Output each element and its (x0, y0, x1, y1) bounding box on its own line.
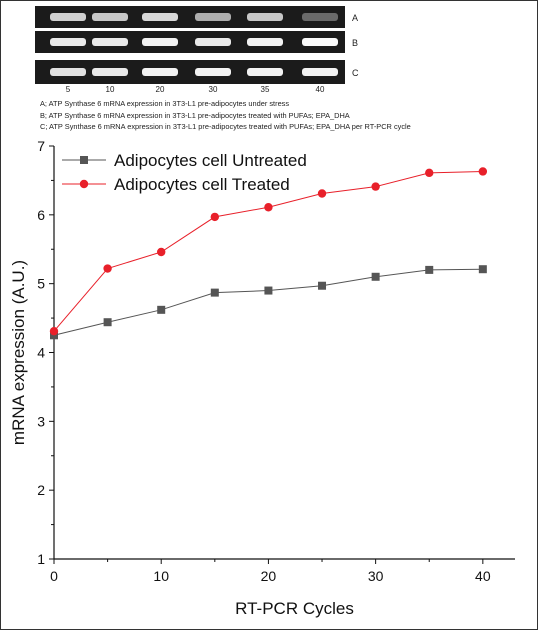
gel-band (50, 68, 86, 76)
gel-band (195, 68, 231, 76)
gel-row-label: C (352, 68, 359, 78)
data-point (157, 247, 166, 257)
gel-row-label: A (352, 13, 358, 23)
data-point (49, 326, 59, 336)
gel-band (50, 38, 86, 46)
series-line-0 (53, 268, 483, 336)
gel-band (92, 68, 128, 76)
data-point (264, 286, 273, 295)
gel-row-a (35, 6, 345, 28)
gel-row-c (35, 60, 345, 84)
gel-lane-label: 10 (106, 85, 115, 94)
x-tick-label: 20 (261, 568, 277, 584)
y-tick-label: 5 (37, 276, 45, 292)
data-point (210, 288, 219, 297)
gel-band (195, 13, 231, 21)
gel-band (195, 38, 231, 46)
data-point (425, 265, 434, 274)
data-point (210, 212, 220, 222)
gel-band (247, 68, 283, 76)
gel-lane-label: 20 (156, 85, 165, 94)
legend-label: Adipocytes cell Treated (114, 175, 290, 194)
data-point (157, 305, 166, 314)
data-point (317, 189, 327, 198)
gel-band (247, 38, 283, 46)
gel-band (302, 38, 338, 46)
gel-band (142, 13, 178, 21)
y-tick-label: 1 (37, 551, 45, 567)
gel-band (302, 13, 338, 21)
x-tick-label: 30 (368, 568, 384, 584)
data-point (478, 167, 488, 176)
legend-label: Adipocytes cell Untreated (114, 151, 307, 170)
data-point (103, 318, 112, 327)
gel-band (247, 13, 283, 21)
gel-image: A B C 5 10 20 30 35 40 (35, 6, 359, 94)
gel-band (50, 13, 86, 21)
y-tick-label: 2 (37, 482, 45, 498)
gel-band (302, 68, 338, 76)
gel-row-label: B (352, 38, 358, 48)
series-line-1 (53, 170, 483, 332)
gel-caption-c: C; ATP Synthase 6 mRNA expression in 3T3… (40, 122, 411, 131)
x-tick-label: 0 (50, 568, 58, 584)
gel-caption-a: A; ATP Synthase 6 mRNA expression in 3T3… (40, 99, 290, 108)
gel-band (92, 13, 128, 21)
data-point (103, 264, 112, 273)
x-tick-label: 40 (475, 568, 491, 584)
data-point (371, 272, 380, 281)
gel-lane-label: 30 (209, 85, 218, 94)
data-point (371, 182, 380, 191)
gel-band (142, 68, 178, 76)
y-tick-label: 3 (37, 413, 45, 429)
legend-marker (79, 179, 89, 189)
gel-lane-label: 40 (316, 85, 325, 94)
gel-lane-label: 5 (66, 85, 71, 94)
y-axis-label: mRNA expression (A.U.) (9, 260, 28, 445)
gel-row-b (35, 31, 345, 53)
x-tick-label: 10 (153, 568, 169, 584)
gel-band (142, 38, 178, 46)
x-axis-label: RT-PCR Cycles (235, 599, 354, 618)
gel-lane-label: 35 (261, 85, 270, 94)
data-point (425, 168, 434, 178)
legend-marker (80, 156, 88, 164)
data-point (478, 265, 487, 274)
gel-caption-b: B; ATP Synthase 6 mRNA expression in 3T3… (40, 111, 350, 120)
y-tick-label: 7 (37, 138, 45, 154)
data-point (318, 281, 327, 290)
y-tick-label: 6 (37, 207, 45, 223)
gel-band (92, 38, 128, 46)
data-point (264, 203, 273, 212)
y-tick-label: 4 (37, 345, 45, 361)
